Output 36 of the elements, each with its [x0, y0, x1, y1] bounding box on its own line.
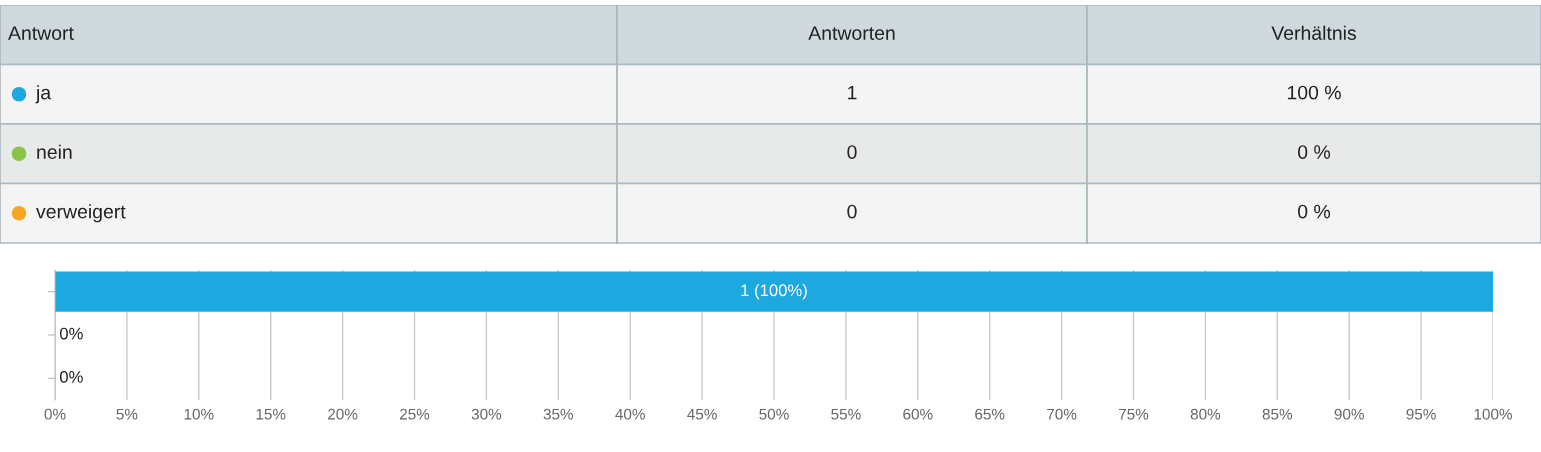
- series-label: Verhältnis: [1271, 25, 1356, 40]
- category-label: verweigert: [36, 204, 126, 223]
- x-tick-label: 50%: [759, 408, 789, 420]
- data-label: 0 %: [1298, 145, 1331, 159]
- x-tick-label: 10%: [184, 408, 214, 420]
- data-label: 0%: [59, 371, 83, 383]
- category-label: nein: [37, 144, 72, 159]
- x-tick-label: 70%: [1047, 408, 1077, 420]
- x-tick-label: 80%: [1190, 408, 1221, 420]
- data-label: 1 (100%): [741, 283, 807, 300]
- data-label: 0: [847, 204, 857, 219]
- x-tick-label: 95%: [1406, 408, 1436, 420]
- x-tick-label: 75%: [1118, 408, 1149, 420]
- x-tick-label: 5%: [116, 408, 138, 420]
- category-label: ja: [35, 85, 52, 104]
- legend-title: Antwort: [8, 26, 74, 40]
- data-label: 0: [847, 145, 857, 159]
- x-tick-label: 30%: [471, 408, 502, 420]
- x-tick-label: 0%: [44, 408, 66, 420]
- x-tick-label: 35%: [543, 408, 574, 420]
- data-label: 0 %: [1298, 204, 1331, 219]
- x-tick-label: 45%: [687, 408, 717, 420]
- x-tick-label: 65%: [975, 408, 1005, 420]
- x-tick-label: 55%: [831, 408, 861, 420]
- x-tick-label: 100%: [1474, 408, 1512, 420]
- x-tick-label: 60%: [903, 408, 933, 420]
- x-tick-label: 40%: [615, 408, 645, 420]
- series-label: Antworten: [808, 26, 895, 40]
- x-tick-label: 90%: [1334, 408, 1364, 420]
- x-tick-label: 85%: [1262, 408, 1293, 420]
- data-label: 1: [848, 85, 857, 100]
- x-tick-label: 25%: [399, 408, 430, 420]
- data-label: 0%: [59, 327, 83, 340]
- x-tick-label: 15%: [256, 408, 286, 420]
- x-tick-label: 20%: [328, 408, 358, 420]
- data-label: 100 %: [1287, 85, 1341, 100]
